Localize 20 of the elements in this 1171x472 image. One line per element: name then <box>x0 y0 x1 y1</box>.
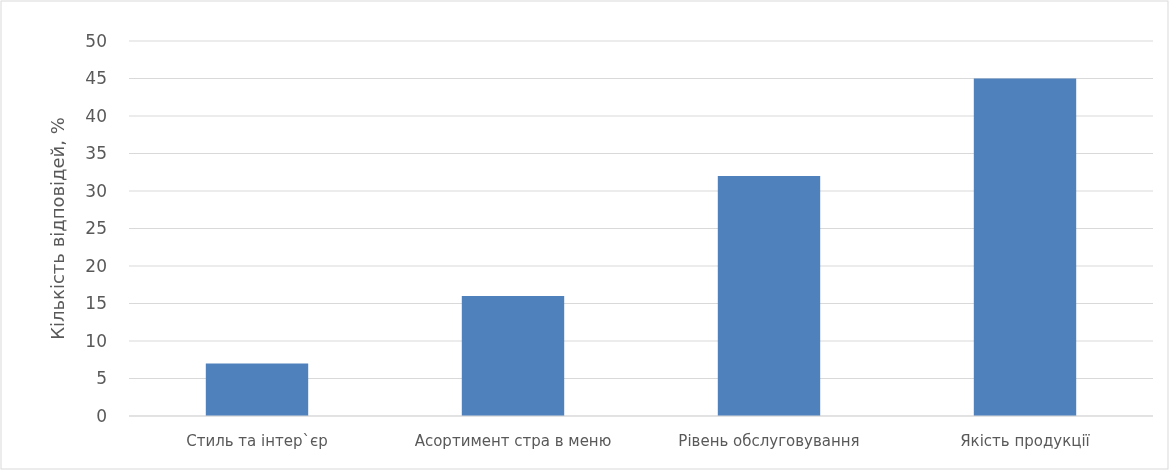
y-tick-label: 45 <box>85 68 107 89</box>
x-tick-label: Стиль та інтер`єр <box>186 432 328 450</box>
y-tick-label: 25 <box>85 218 107 239</box>
bar <box>461 296 565 416</box>
x-tick-label: Якість продукції <box>960 432 1091 450</box>
bar <box>717 176 821 416</box>
bar <box>205 363 309 416</box>
x-tick-label: Рівень обслуговування <box>678 432 860 450</box>
y-tick-label: 15 <box>85 293 107 314</box>
y-tick-label: 0 <box>96 405 107 426</box>
bar <box>973 78 1077 416</box>
y-tick-label: 50 <box>85 30 107 51</box>
x-tick-label: Асортимент стра в меню <box>414 432 612 450</box>
y-tick-label: 10 <box>85 330 107 351</box>
y-tick-label: 30 <box>85 180 107 201</box>
y-tick-label: 20 <box>85 255 107 276</box>
y-tick-label: 35 <box>85 143 107 164</box>
y-axis-title: Кількість відповідей, % <box>47 117 68 340</box>
y-tick-label: 5 <box>96 368 107 389</box>
y-tick-label: 40 <box>85 105 107 126</box>
